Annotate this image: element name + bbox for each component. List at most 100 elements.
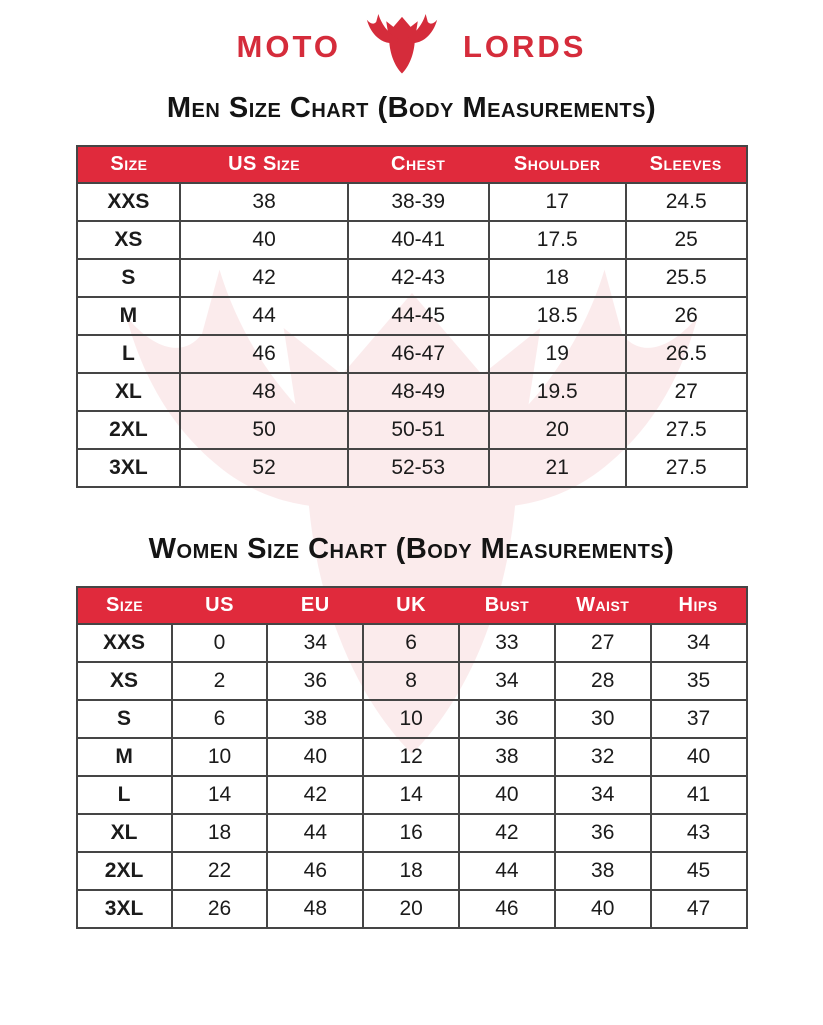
bull-helmet-icon	[366, 14, 438, 74]
value-cell: 40	[649, 737, 748, 777]
value-cell: 30	[553, 699, 652, 739]
women-col-header-size: Size	[76, 587, 172, 625]
value-cell: 38	[553, 851, 652, 891]
value-cell: 16	[362, 813, 461, 853]
value-cell: 12	[362, 737, 461, 777]
brand-logo: MOTO LORDS	[0, 0, 823, 74]
value-cell: 48-49	[346, 372, 490, 412]
value-cell: 42	[458, 813, 556, 853]
women-col-header-eu: EU	[267, 587, 364, 625]
value-cell: 44-45	[346, 296, 490, 336]
value-cell: 46	[458, 889, 556, 929]
value-cell: 38	[179, 182, 349, 222]
size-cell: 2XL	[75, 410, 182, 450]
size-cell: S	[75, 258, 182, 298]
size-cell: 2XL	[75, 851, 173, 891]
value-cell: 14	[170, 775, 269, 815]
size-cell: XXS	[75, 182, 182, 222]
size-cell: XS	[75, 220, 182, 260]
women-col-header-waist: Waist	[554, 587, 651, 625]
value-cell: 34	[458, 661, 556, 701]
value-cell: 36	[458, 699, 556, 739]
table-row-xs: XS 40 40-41 17.5 25	[75, 220, 748, 260]
value-cell: 10	[170, 737, 269, 777]
table-row-2xl: 2XL 22 46 18 44 38 45	[75, 851, 748, 891]
table-row-xxs: XXS 0 34 6 33 27 34	[75, 623, 748, 663]
value-cell: 26	[624, 296, 748, 336]
men-col-header-sleeves: Sleeves	[625, 146, 747, 184]
size-cell: 3XL	[75, 889, 173, 929]
value-cell: 38	[458, 737, 556, 777]
women-chart-title: Women Size Chart (Body Measurements)	[148, 533, 675, 565]
value-cell: 6	[170, 699, 269, 739]
size-cell: XS	[75, 661, 173, 701]
value-cell: 27.5	[624, 410, 748, 450]
value-cell: 46-47	[346, 334, 490, 374]
value-cell: 52-53	[346, 448, 490, 488]
table-row-xs: XS 2 36 8 34 28 35	[75, 661, 748, 701]
value-cell: 25.5	[624, 258, 748, 298]
table-row-xxs: XXS 38 38-39 17 24.5	[75, 182, 748, 222]
size-cell: XL	[75, 813, 173, 853]
size-cell: S	[75, 699, 173, 739]
value-cell: 52	[179, 448, 349, 488]
men-table-header-row: Size US Size Chest Shoulder Sleeves	[76, 146, 747, 184]
value-cell: 40-41	[346, 220, 490, 260]
value-cell: 21	[487, 448, 627, 488]
men-col-header-shoulder: Shoulder	[488, 146, 626, 184]
table-row-s: S 6 38 10 36 30 37	[75, 699, 748, 739]
value-cell: 40	[553, 889, 652, 929]
men-col-header-size: Size	[76, 146, 181, 184]
value-cell: 42	[266, 775, 365, 815]
value-cell: 40	[266, 737, 365, 777]
men-size-table: Size US Size Chest Shoulder Sleeves XXS …	[75, 145, 748, 488]
size-cell: L	[75, 775, 173, 815]
value-cell: 20	[362, 889, 461, 929]
value-cell: 34	[266, 623, 365, 663]
value-cell: 26	[170, 889, 269, 929]
value-cell: 36	[553, 813, 652, 853]
men-col-header-chest: Chest	[347, 146, 489, 184]
men-col-header-us-size: US Size	[180, 146, 348, 184]
logo-moto-text: MOTO	[236, 29, 341, 64]
value-cell: 35	[649, 661, 748, 701]
size-cell: M	[75, 296, 182, 336]
value-cell: 41	[649, 775, 748, 815]
size-cell: M	[75, 737, 173, 777]
value-cell: 40	[179, 220, 349, 260]
value-cell: 50-51	[346, 410, 490, 450]
women-col-header-uk: UK	[363, 587, 460, 625]
table-row-m: M 44 44-45 18.5 26	[75, 296, 748, 336]
value-cell: 37	[649, 699, 748, 739]
table-row-l: L 14 42 14 40 34 41	[75, 775, 748, 815]
women-col-header-bust: Bust	[459, 587, 555, 625]
value-cell: 19	[487, 334, 627, 374]
table-row-2xl: 2XL 50 50-51 20 27.5	[75, 410, 748, 450]
value-cell: 6	[362, 623, 461, 663]
table-row-xl: XL 48 48-49 19.5 27	[75, 372, 748, 412]
value-cell: 22	[170, 851, 269, 891]
value-cell: 18	[170, 813, 269, 853]
value-cell: 46	[179, 334, 349, 374]
value-cell: 32	[553, 737, 652, 777]
value-cell: 48	[179, 372, 349, 412]
value-cell: 34	[553, 775, 652, 815]
women-table-header-row: Size US EU UK Bust Waist Hips	[76, 587, 747, 625]
size-cell: XL	[75, 372, 182, 412]
value-cell: 44	[179, 296, 349, 336]
value-cell: 44	[458, 851, 556, 891]
women-size-table: Size US EU UK Bust Waist Hips XXS 0 34 6…	[75, 586, 748, 929]
value-cell: 0	[170, 623, 269, 663]
value-cell: 27	[624, 372, 748, 412]
table-row-3xl: 3XL 52 52-53 21 27.5	[75, 448, 748, 488]
value-cell: 28	[553, 661, 652, 701]
value-cell: 18	[362, 851, 461, 891]
value-cell: 44	[266, 813, 365, 853]
value-cell: 45	[649, 851, 748, 891]
value-cell: 50	[179, 410, 349, 450]
value-cell: 36	[266, 661, 365, 701]
value-cell: 27.5	[624, 448, 748, 488]
women-col-header-hips: Hips	[650, 587, 747, 625]
value-cell: 38	[266, 699, 365, 739]
